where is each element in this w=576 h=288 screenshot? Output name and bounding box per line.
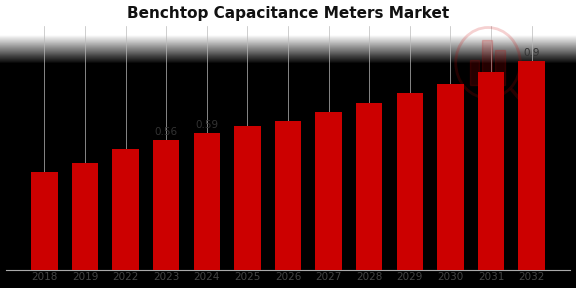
Bar — [478, 72, 504, 270]
Bar — [437, 84, 464, 270]
Bar — [31, 172, 58, 270]
Bar — [483, 40, 492, 85]
Bar — [194, 133, 220, 270]
Bar — [72, 163, 98, 270]
Bar — [356, 103, 382, 270]
Title: Benchtop Capacitance Meters Market: Benchtop Capacitance Meters Market — [127, 5, 449, 20]
Bar — [112, 149, 139, 270]
Bar — [234, 126, 260, 270]
Text: 0.59: 0.59 — [195, 120, 218, 130]
Text: 0.56: 0.56 — [154, 127, 178, 137]
Bar — [469, 60, 479, 85]
Bar — [495, 50, 505, 85]
Bar — [518, 61, 545, 270]
Bar — [316, 112, 342, 270]
Bar — [153, 140, 179, 270]
Text: 0.9: 0.9 — [524, 48, 540, 58]
Bar — [397, 93, 423, 270]
Bar — [275, 121, 301, 270]
